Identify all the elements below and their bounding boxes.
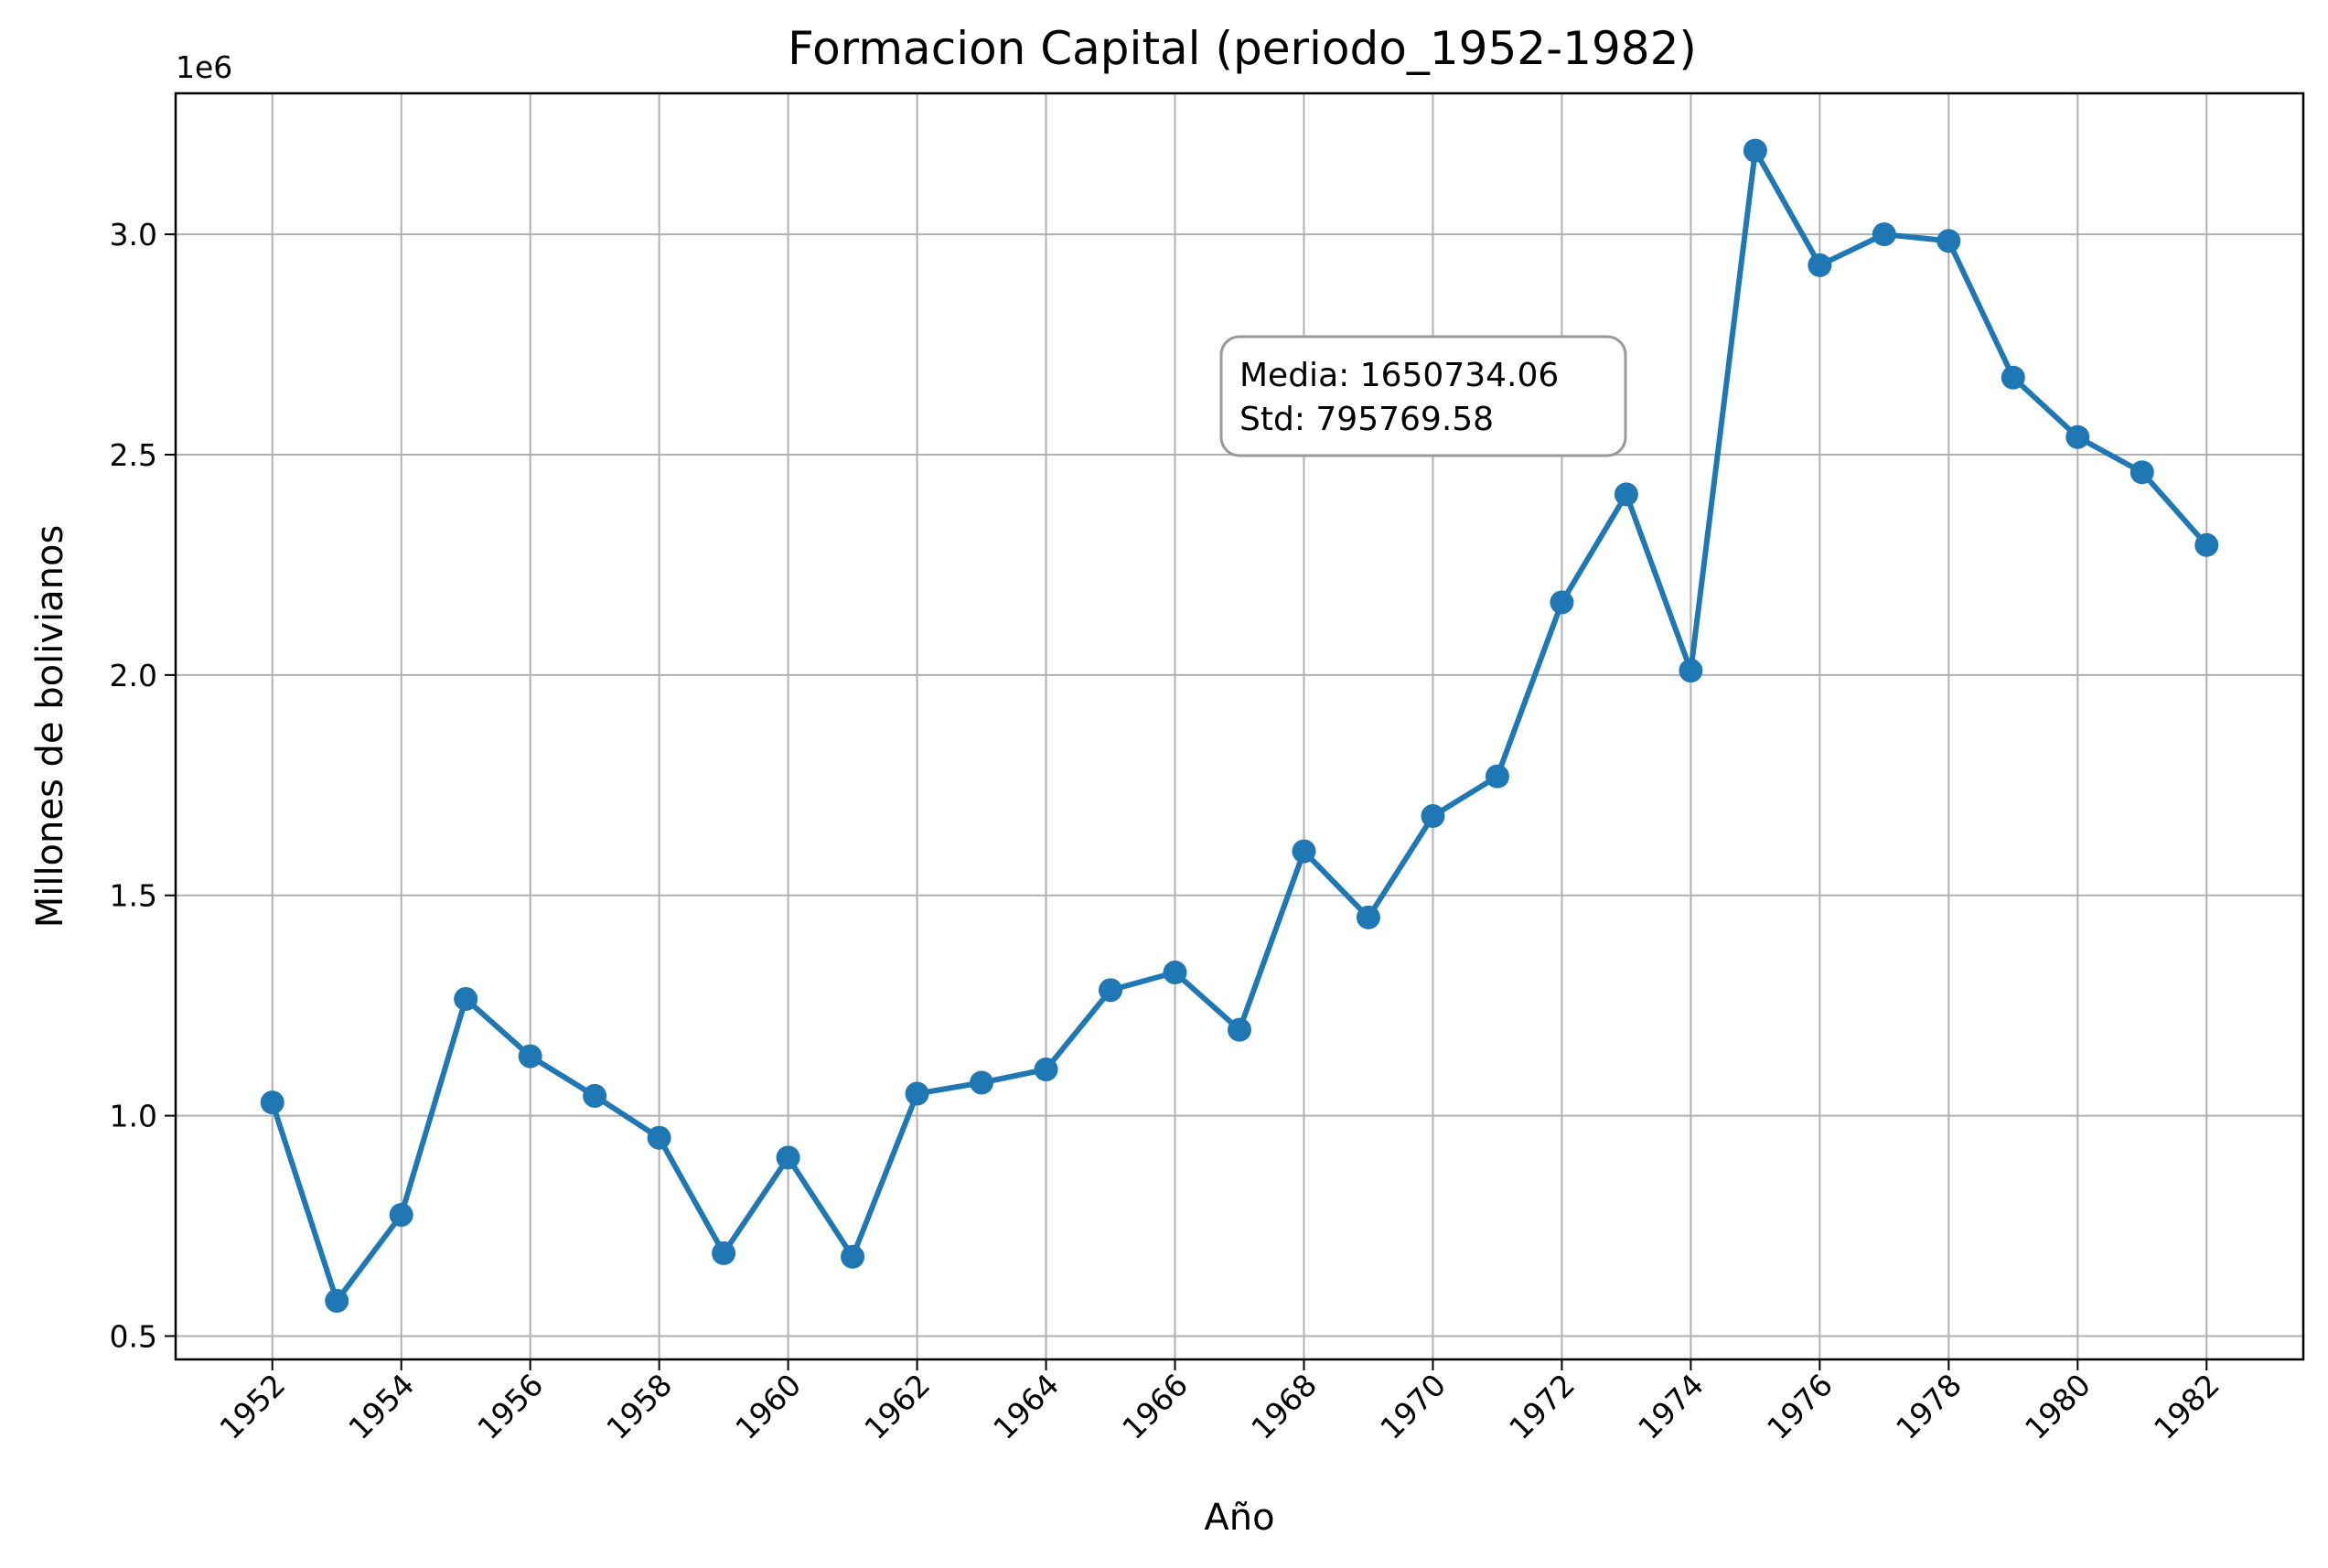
series-group	[260, 138, 2219, 1313]
data-point	[1614, 482, 1638, 507]
data-point	[1099, 978, 1123, 1003]
data-point	[1034, 1058, 1058, 1082]
data-point	[1550, 590, 1574, 615]
data-point	[1356, 905, 1380, 929]
data-point	[389, 1202, 413, 1227]
data-point	[1743, 138, 1767, 163]
data-point	[325, 1288, 349, 1313]
stats-annotation: Media: 1650734.06 Std: 795769.58	[1219, 335, 1627, 457]
chart-title: Formacion Capital (periodo_1952-1982)	[788, 22, 1697, 75]
plot-frame	[174, 91, 2305, 1361]
data-point	[1808, 252, 1832, 277]
data-point	[1228, 1017, 1251, 1042]
y-axis-ticks: 0.5 1.0 1.5 2.0 2.5 3.0	[110, 217, 176, 1354]
data-point	[454, 986, 478, 1011]
data-point	[518, 1044, 542, 1069]
data-point	[712, 1240, 736, 1265]
data-point	[1163, 961, 1187, 985]
data-point	[583, 1083, 607, 1108]
y-tick-label: 1.0	[110, 1099, 157, 1134]
y-axis-label: Millones de bolivianos	[29, 525, 71, 929]
x-axis-label: Año	[1204, 1497, 1274, 1539]
data-point	[905, 1081, 929, 1106]
stats-std: Std: 795769.58	[1239, 401, 1494, 438]
data-point	[1292, 839, 1316, 864]
data-point	[260, 1090, 284, 1115]
stats-box	[1219, 335, 1627, 457]
y-tick-label: 0.5	[110, 1318, 157, 1354]
data-point	[1872, 222, 1896, 247]
data-point	[1936, 229, 1961, 253]
data-point	[2001, 365, 2025, 390]
y-tick-label: 1.5	[110, 878, 157, 914]
data-point	[970, 1070, 994, 1095]
data-point	[1679, 659, 1703, 683]
grid-lines	[176, 93, 2303, 1359]
data-point	[2065, 424, 2090, 449]
data-point	[776, 1145, 800, 1170]
data-point	[1485, 764, 1509, 789]
y-tick-label: 3.0	[110, 217, 157, 252]
data-point	[2194, 532, 2219, 557]
y-tick-label: 2.5	[110, 437, 157, 473]
data-point	[647, 1125, 671, 1150]
data-point	[841, 1244, 865, 1269]
y-tick-label: 2.0	[110, 658, 157, 693]
data-point	[1421, 804, 1445, 829]
data-point	[2130, 460, 2154, 485]
stats-mean: Media: 1650734.06	[1239, 357, 1559, 394]
y-offset-label: 1e6	[176, 49, 232, 85]
